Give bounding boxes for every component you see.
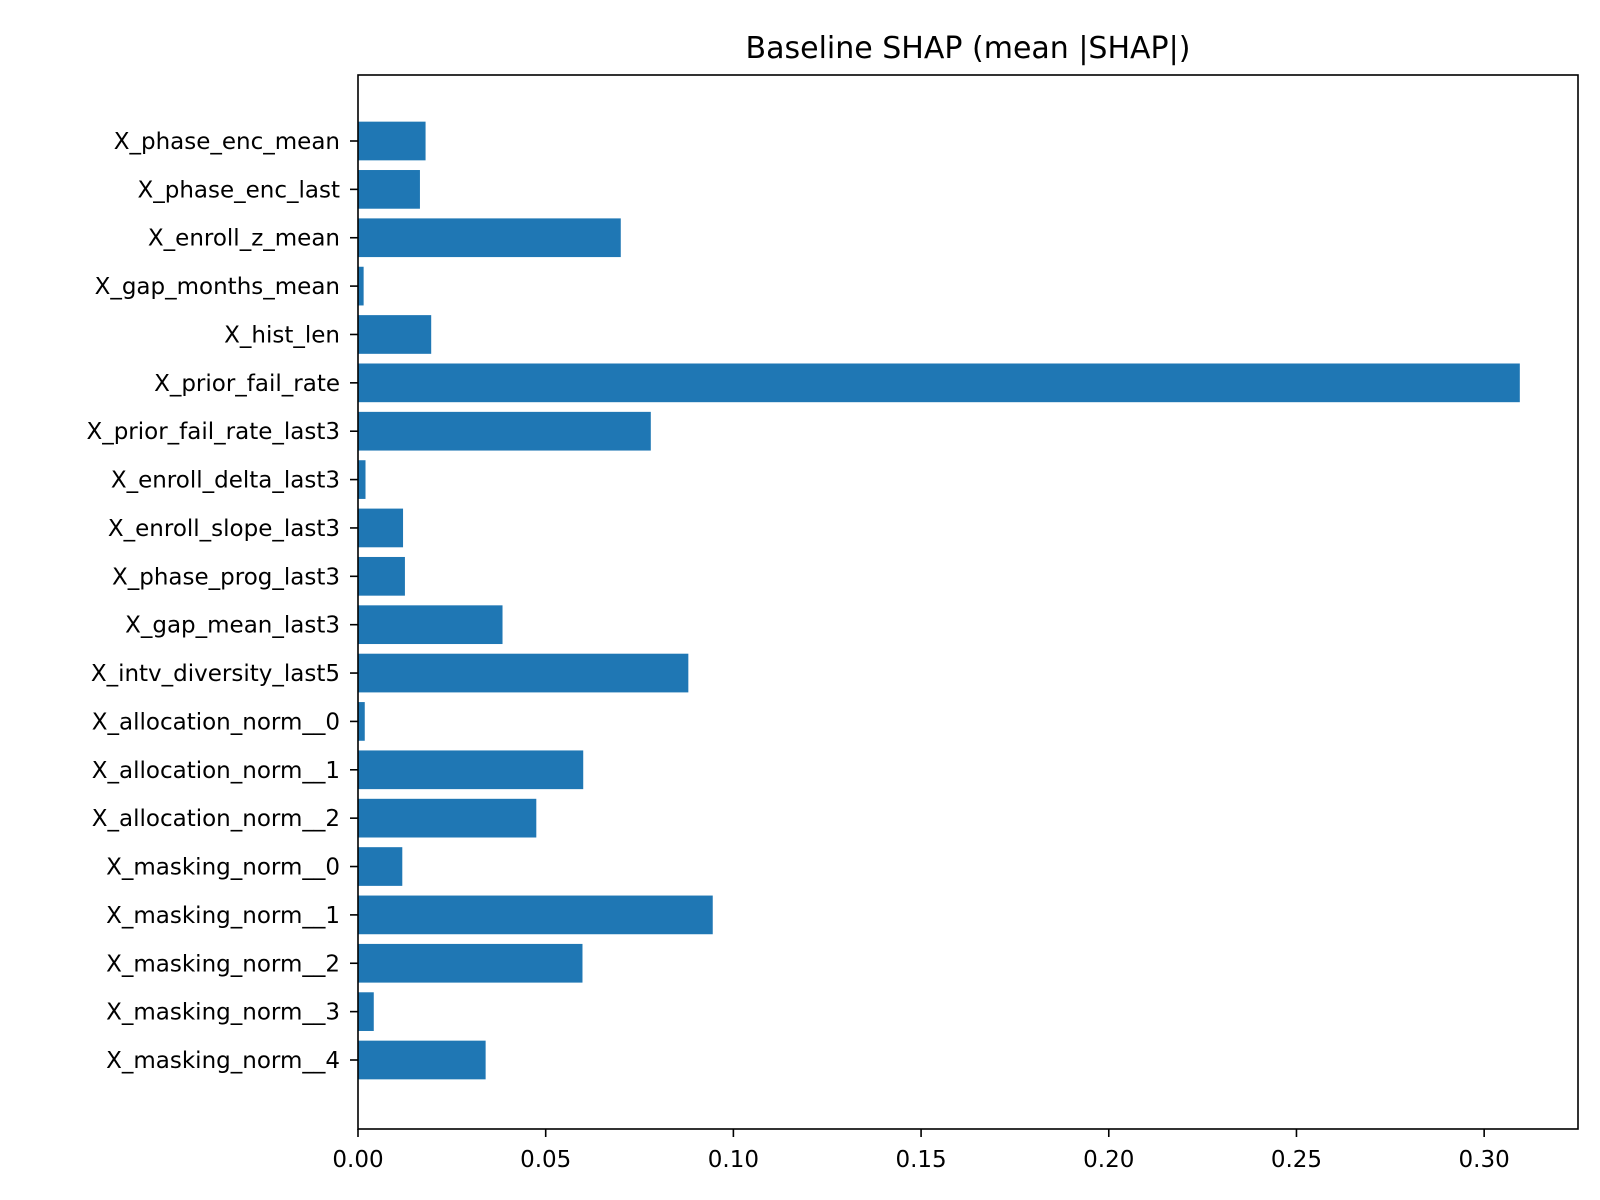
x-tick-label: 0.10 [708, 1147, 759, 1173]
y-tick-label: X_hist_len [224, 322, 340, 348]
bar-X_enroll_z_mean [358, 218, 621, 258]
x-ticks: 0.00 0.05 0.10 0.15 0.20 0.25 0.30 [332, 1129, 1510, 1173]
x-tick-label: 0.20 [1083, 1147, 1134, 1173]
chart-title: Baseline SHAP (mean |SHAP|) [746, 31, 1191, 66]
bars-layer [358, 121, 1520, 1080]
bar-X_allocation_norm__1 [358, 750, 584, 790]
bar-X_phase_prog_last3 [358, 556, 405, 596]
bar-X_prior_fail_rate [358, 363, 1520, 403]
y-tick-label: X_phase_prog_last3 [112, 564, 340, 590]
y-tick-label: X_phase_enc_mean [114, 129, 340, 155]
y-tick-label: X_phase_enc_last [137, 177, 340, 203]
bar-X_phase_enc_mean [358, 121, 426, 161]
y-tick-label: X_masking_norm__4 [106, 1048, 340, 1074]
x-tick-label: 0.15 [895, 1147, 946, 1173]
bar-X_prior_fail_rate_last3 [358, 411, 651, 451]
y-tick-label: X_masking_norm__3 [106, 1000, 340, 1026]
y-tick-label: X_masking_norm__0 [106, 855, 340, 881]
bar-X_gap_months_mean [358, 266, 364, 306]
y-tick-label: X_gap_months_mean [95, 274, 340, 300]
y-tick-label: X_allocation_norm__2 [92, 806, 340, 832]
y-tick-label: X_prior_fail_rate_last3 [86, 419, 340, 445]
bar-X_masking_norm__4 [358, 1040, 486, 1080]
bar-X_phase_enc_last [358, 170, 420, 209]
bar-X_intv_diversity_last5 [358, 653, 689, 693]
y-tick-label: X_enroll_slope_last3 [108, 516, 340, 542]
y-tick-labels: X_phase_enc_mean X_phase_enc_last X_enroll… [86, 129, 358, 1074]
bar-X_masking_norm__0 [358, 847, 403, 886]
x-tick-label: 0.25 [1271, 1147, 1322, 1173]
bar-X_hist_len [358, 315, 432, 354]
bar-X_gap_mean_last3 [358, 605, 503, 645]
y-tick-label: X_masking_norm__2 [106, 951, 340, 977]
bar-X_masking_norm__2 [358, 943, 583, 983]
y-tick-label: X_gap_mean_last3 [125, 613, 340, 639]
y-tick-label: X_allocation_norm__1 [92, 758, 340, 784]
y-tick-label: X_enroll_z_mean [148, 226, 340, 252]
bar-X_allocation_norm__0 [358, 702, 365, 741]
x-tick-label: 0.30 [1459, 1147, 1510, 1173]
bar-X_allocation_norm__2 [358, 798, 537, 838]
bar-X_masking_norm__3 [358, 992, 374, 1031]
y-tick-label: X_intv_diversity_last5 [91, 661, 340, 687]
bar-X_enroll_delta_last3 [358, 460, 366, 499]
y-tick-label: X_allocation_norm__0 [92, 709, 340, 735]
x-tick-label: 0.00 [332, 1147, 383, 1173]
y-tick-label: X_masking_norm__1 [106, 903, 340, 929]
y-tick-label: X_prior_fail_rate [154, 371, 340, 397]
x-tick-label: 0.05 [520, 1147, 571, 1173]
bar-X_enroll_slope_last3 [358, 508, 404, 548]
y-tick-label: X_enroll_delta_last3 [111, 468, 340, 494]
axes-frame [357, 74, 1579, 1130]
bar-X_masking_norm__1 [358, 895, 713, 935]
